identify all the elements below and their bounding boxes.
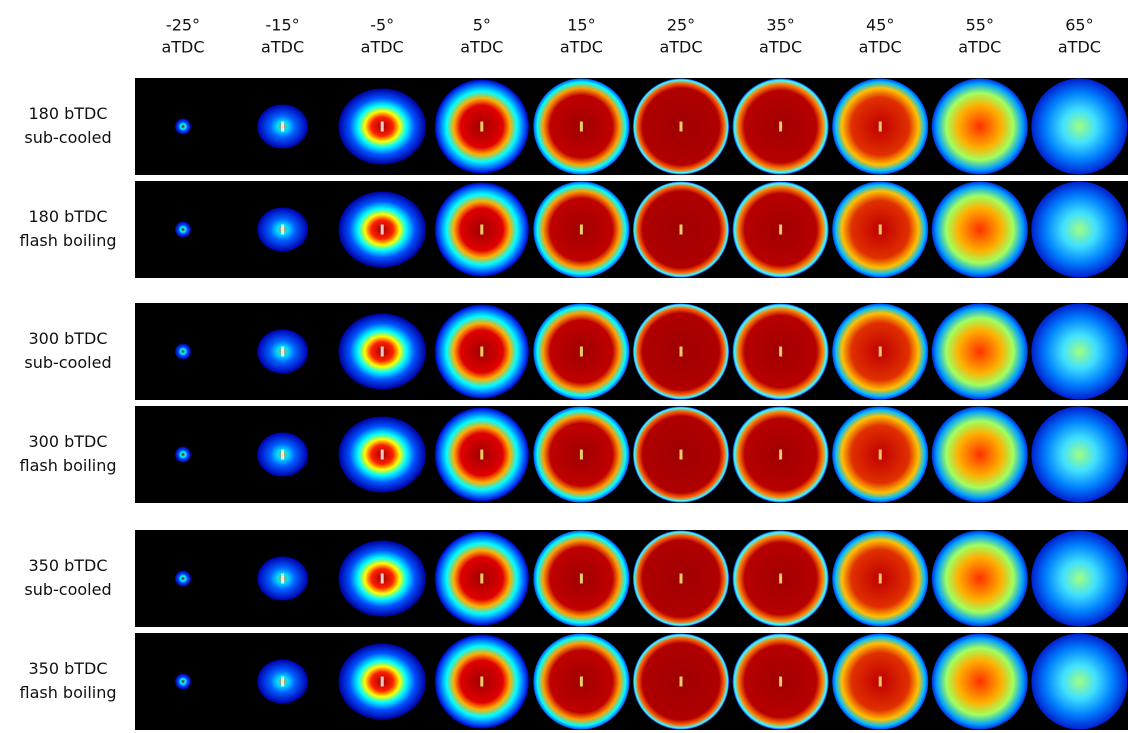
column-angle: 65° [1065, 16, 1093, 35]
spray-image [175, 571, 191, 587]
injector-tip [879, 225, 882, 235]
row-timing: 350 bTDC [28, 556, 107, 575]
column-angle: 25° [667, 16, 695, 35]
spray-image [932, 531, 1028, 627]
column-angle: -25° [166, 16, 200, 35]
injector-tip [480, 450, 483, 460]
injector-tip [779, 677, 782, 687]
injector-tip [580, 450, 583, 460]
column-angle: 5° [473, 16, 491, 35]
figure: -25° aTDC -15° aTDC -5° aTDC 5° aTDC 15° aTDC 25° a… [0, 0, 1128, 733]
injector-tip [480, 122, 483, 132]
injector-tip [779, 574, 782, 584]
injector-tip [480, 347, 483, 357]
row-timing: 300 bTDC [28, 329, 107, 348]
column-reference: aTDC [759, 38, 802, 57]
injector-tip [680, 122, 683, 132]
injector-tip [480, 225, 483, 235]
injector-tip [281, 677, 284, 687]
spray-image [1031, 182, 1127, 278]
spray-image [932, 407, 1028, 503]
column-reference: aTDC [1058, 38, 1101, 57]
injector-tip [779, 122, 782, 132]
injector-tip [779, 347, 782, 357]
row-condition: flash boiling [19, 456, 116, 475]
column-reference: aTDC [659, 38, 702, 57]
injector-tip [381, 677, 384, 687]
injector-tip [381, 225, 384, 235]
spray-image [1031, 634, 1127, 730]
injector-tip [779, 450, 782, 460]
spray-image [175, 447, 191, 463]
row-timing: 350 bTDC [28, 659, 107, 678]
column-reference: aTDC [560, 38, 603, 57]
injector-tip [680, 450, 683, 460]
column-angle: 15° [567, 16, 595, 35]
column-angle: 35° [766, 16, 794, 35]
injector-tip [381, 450, 384, 460]
spray-image [175, 674, 191, 690]
injector-tip [879, 574, 882, 584]
column-angle: -5° [370, 16, 394, 35]
injector-tip [580, 225, 583, 235]
injector-tip [480, 574, 483, 584]
column-reference: aTDC [161, 38, 204, 57]
column-angle: -15° [266, 16, 300, 35]
spray-image [1031, 79, 1127, 175]
row-condition: sub-cooled [24, 353, 111, 372]
column-reference: aTDC [460, 38, 503, 57]
spray-image [175, 222, 191, 238]
injector-tip [580, 574, 583, 584]
injector-tip [680, 347, 683, 357]
spray-image [1031, 531, 1127, 627]
row-timing: 300 bTDC [28, 432, 107, 451]
column-reference: aTDC [958, 38, 1001, 57]
injector-tip [381, 574, 384, 584]
injector-tip [480, 677, 483, 687]
injector-tip [879, 450, 882, 460]
column-reference: aTDC [859, 38, 902, 57]
injector-tip [879, 347, 882, 357]
row-condition: flash boiling [19, 231, 116, 250]
injector-tip [281, 347, 284, 357]
column-angle: 45° [866, 16, 894, 35]
injector-tip [879, 122, 882, 132]
row-timing: 180 bTDC [28, 207, 107, 226]
row-condition: flash boiling [19, 683, 116, 702]
injector-tip [281, 574, 284, 584]
row-timing: 180 bTDC [28, 104, 107, 123]
injector-tip [779, 225, 782, 235]
column-reference: aTDC [361, 38, 404, 57]
spray-image [175, 344, 191, 360]
spray-image [1031, 407, 1127, 503]
injector-tip [580, 677, 583, 687]
injector-tip [281, 450, 284, 460]
spray-image [932, 634, 1028, 730]
injector-tip [580, 347, 583, 357]
spray-image [932, 79, 1028, 175]
row-condition: sub-cooled [24, 128, 111, 147]
spray-image [175, 119, 191, 135]
row-condition: sub-cooled [24, 580, 111, 599]
injector-tip [680, 574, 683, 584]
column-angle: 55° [966, 16, 994, 35]
column-reference: aTDC [261, 38, 304, 57]
injector-tip [879, 677, 882, 687]
injector-tip [381, 347, 384, 357]
injector-tip [580, 122, 583, 132]
injector-tip [680, 225, 683, 235]
injector-tip [381, 122, 384, 132]
injector-tip [281, 225, 284, 235]
spray-image [932, 182, 1028, 278]
injector-tip [281, 122, 284, 132]
injector-tip [680, 677, 683, 687]
spray-image [1031, 304, 1127, 400]
spray-image [932, 304, 1028, 400]
